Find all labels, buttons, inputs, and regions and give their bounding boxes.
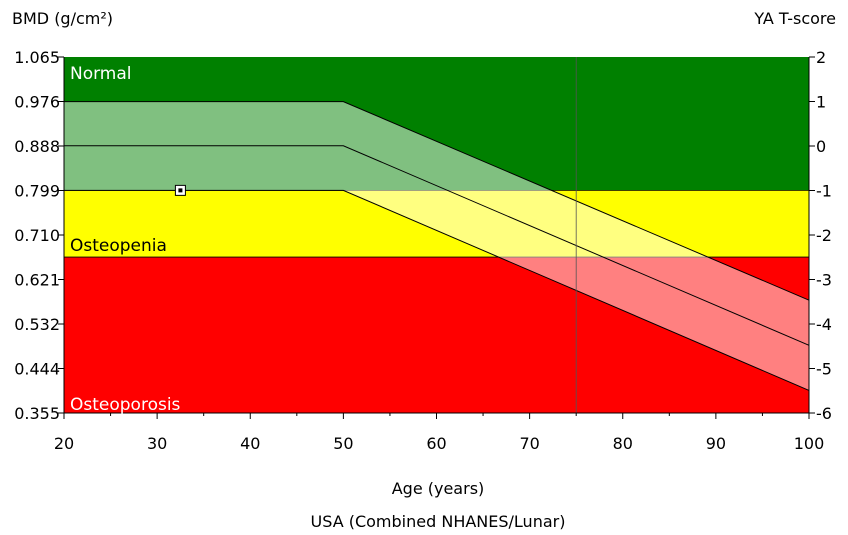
reference-line-lower	[64, 189, 810, 391]
reference-line-mean	[64, 145, 810, 346]
y-tick-label-right: -4	[816, 315, 832, 334]
y-tick-label-right: 0	[816, 137, 826, 156]
x-tick-label: 50	[333, 434, 353, 453]
y-tick-label-left: 0.888	[14, 137, 60, 156]
x-tick-label: 70	[519, 434, 539, 453]
zone-label-osteopenia: Osteopenia	[70, 236, 167, 256]
y-tick-label-left: 0.532	[14, 315, 60, 334]
zone-label-normal: Normal	[70, 64, 132, 84]
zone-label-osteoporosis: Osteoporosis	[70, 395, 181, 415]
x-tick-label: 40	[240, 434, 260, 453]
y-tick-label-left: 0.799	[14, 182, 60, 201]
y-tick-label-right: -5	[816, 360, 832, 379]
x-tick-label: 20	[54, 434, 74, 453]
y-axis-title-left: BMD (g/cm²)	[12, 9, 113, 28]
patient-point-center	[178, 188, 183, 193]
y-tick-label-right: -3	[816, 271, 832, 290]
x-tick-label: 80	[613, 434, 633, 453]
x-tick-label: 100	[794, 434, 825, 453]
reference-line-upper	[64, 101, 810, 301]
y-tick-label-left: 0.355	[14, 404, 60, 423]
y-tick-label-right: 1	[816, 93, 826, 112]
reference-band	[64, 101, 809, 391]
y-tick-label-right: -1	[816, 182, 832, 201]
y-tick-label-right: -6	[816, 404, 832, 423]
y-tick-label-left: 0.976	[14, 93, 60, 112]
y-tick-label-right: 2	[816, 48, 826, 67]
y-tick-label-left: 0.444	[14, 360, 60, 379]
y-axis-title-right: YA T-score	[753, 9, 836, 28]
reference-population: USA (Combined NHANES/Lunar)	[311, 512, 566, 531]
x-tick-label: 90	[706, 434, 726, 453]
y-tick-label-left: 0.710	[14, 226, 60, 245]
y-tick-label-left: 0.621	[14, 271, 60, 290]
x-axis-title: Age (years)	[392, 479, 485, 498]
x-tick-label: 60	[426, 434, 446, 453]
x-tick-label: 30	[147, 434, 167, 453]
y-tick-label-left: 1.065	[14, 48, 60, 67]
y-tick-label-right: -2	[816, 226, 832, 245]
